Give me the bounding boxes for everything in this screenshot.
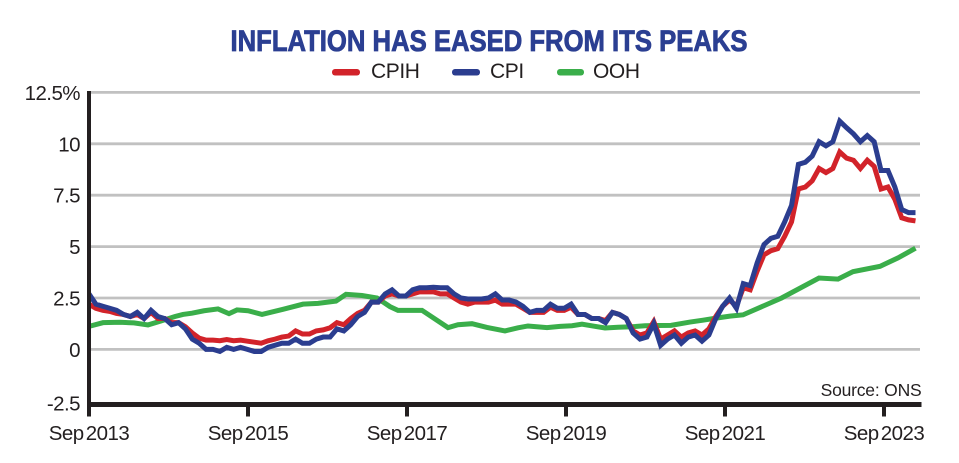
svg-text:2.5: 2.5 bbox=[53, 288, 80, 311]
svg-text:Sep 2017: Sep 2017 bbox=[367, 422, 448, 445]
svg-text:Sep 2021: Sep 2021 bbox=[685, 422, 766, 445]
svg-text:-2.5: -2.5 bbox=[47, 393, 80, 416]
svg-text:10: 10 bbox=[58, 133, 80, 156]
svg-text:5: 5 bbox=[69, 236, 80, 259]
svg-text:INFLATION HAS EASED FROM ITS P: INFLATION HAS EASED FROM ITS PEAKS bbox=[231, 25, 748, 58]
svg-text:Sep 2023: Sep 2023 bbox=[844, 422, 925, 445]
svg-text:0: 0 bbox=[69, 339, 80, 362]
svg-text:Source: ONS: Source: ONS bbox=[821, 380, 922, 400]
svg-text:12.5%: 12.5% bbox=[25, 82, 81, 105]
svg-text:Sep 2015: Sep 2015 bbox=[208, 422, 289, 445]
svg-text:OOH: OOH bbox=[593, 60, 640, 83]
svg-text:Sep 2019: Sep 2019 bbox=[526, 422, 607, 445]
svg-text:7.5: 7.5 bbox=[53, 185, 80, 208]
svg-text:Sep 2013: Sep 2013 bbox=[49, 422, 130, 445]
svg-text:CPIH: CPIH bbox=[371, 60, 420, 83]
svg-text:CPI: CPI bbox=[490, 60, 524, 83]
